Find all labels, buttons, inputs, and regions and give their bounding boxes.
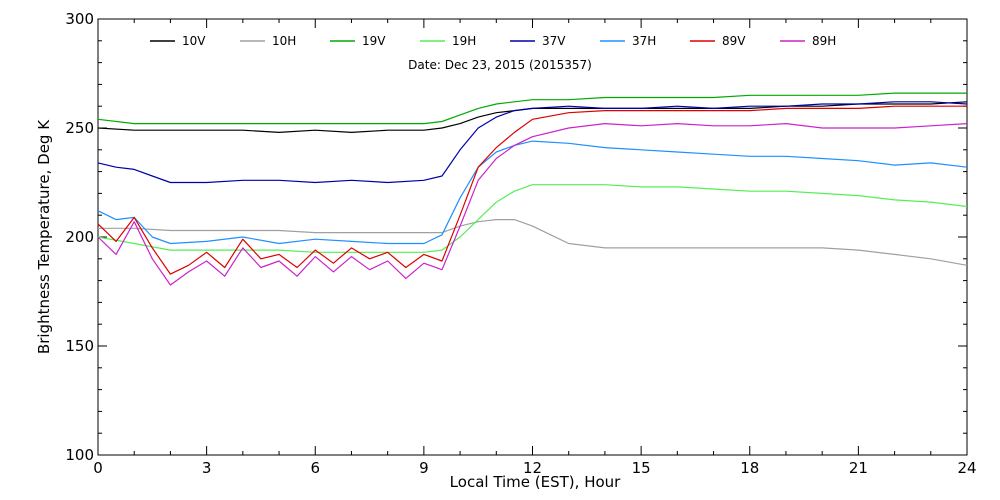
legend-label: 37H (632, 34, 656, 48)
y-axis-title: Brightness Temperature, Deg K (35, 119, 53, 354)
legend-label: 37V (542, 34, 566, 48)
series-line-37v (97, 101, 968, 184)
series-layer (97, 92, 968, 286)
series-line-10v (97, 101, 968, 133)
chart-subtitle: Date: Dec 23, 2015 (2015357) (408, 58, 592, 72)
x-tick-label: 24 (957, 459, 976, 477)
axis-ticks: 0 3 6 9 12 15 18 21 24 100 150 200 250 300 (65, 10, 976, 477)
y-tick-label: 150 (65, 337, 94, 355)
x-tick-label: 3 (202, 459, 212, 477)
series-line-10h (98, 219, 968, 266)
legend-label: 19H (452, 34, 476, 48)
plot-frame (97, 18, 968, 456)
y-tick-label: 100 (65, 446, 94, 464)
legend-label: 89H (812, 34, 836, 48)
y-tick-label: 300 (65, 10, 94, 28)
y-tick-label: 250 (65, 119, 94, 137)
series-line-37h (97, 140, 968, 245)
x-tick-label: 18 (740, 459, 759, 477)
x-tick-label: 0 (93, 459, 103, 477)
legend-label: 19V (362, 34, 386, 48)
legend-label: 10V (182, 34, 206, 48)
x-tick-label: 21 (849, 459, 868, 477)
series-line-19h (97, 184, 968, 253)
series-line-89h (97, 123, 968, 286)
series-line-19v (97, 92, 967, 125)
legend: 10V 10H 19V 19H 37V 37H 89V 89H (150, 34, 836, 48)
legend-label: 89V (722, 34, 746, 48)
x-tick-label: 6 (310, 459, 320, 477)
x-tick-label: 12 (523, 459, 542, 477)
legend-label: 10H (272, 34, 296, 48)
x-tick-label: 9 (419, 459, 429, 477)
series-line-89v (97, 105, 967, 275)
x-tick-label: 15 (632, 459, 651, 477)
y-tick-label: 200 (65, 228, 94, 246)
x-axis-title: Local Time (EST), Hour (450, 473, 621, 491)
